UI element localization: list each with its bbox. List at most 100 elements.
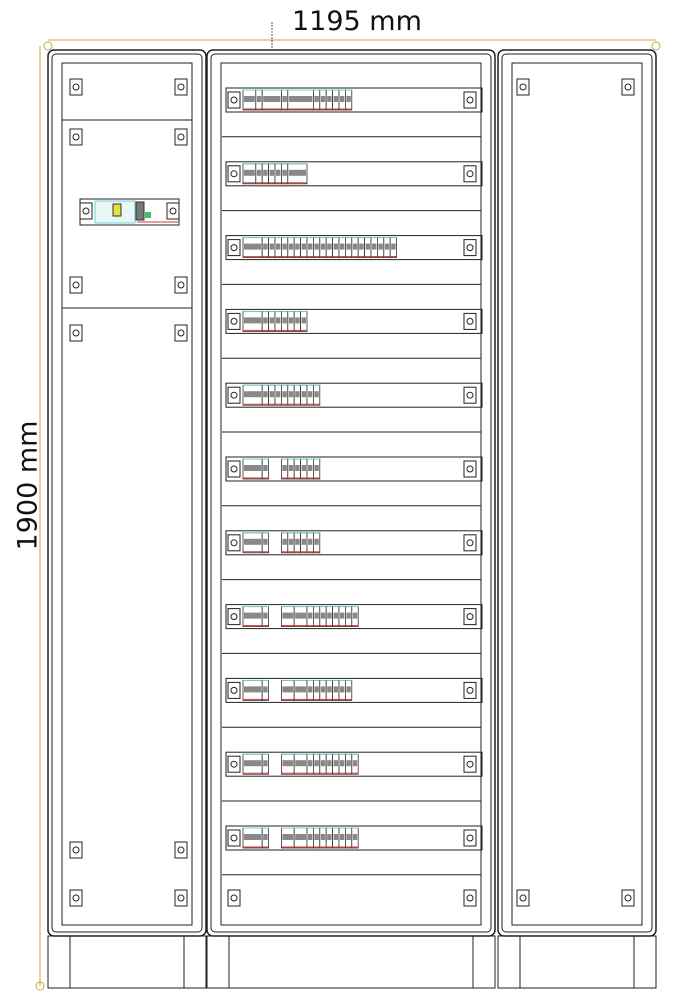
breaker-toggle	[372, 243, 377, 250]
breaker-toggle	[276, 169, 281, 176]
screw-icon	[169, 207, 177, 215]
breaker-toggle	[295, 465, 300, 471]
bracket	[69, 324, 83, 342]
breaker-toggle	[308, 834, 313, 840]
breaker-toggle	[308, 538, 313, 545]
bracket	[463, 165, 477, 183]
bracket	[79, 202, 93, 220]
breaker-toggle	[346, 760, 351, 767]
right-cabinet	[497, 49, 657, 989]
breaker-toggle	[378, 243, 383, 250]
breaker-toggle	[314, 760, 319, 767]
breaker-toggle	[340, 760, 345, 767]
breaker-toggle	[320, 834, 326, 840]
bracket	[463, 608, 477, 626]
breaker-toggle	[314, 612, 319, 619]
din-rail-row	[225, 825, 483, 851]
din-rail-row	[225, 235, 483, 261]
breaker-toggle	[320, 96, 326, 102]
breaker-toggle	[288, 317, 294, 324]
breaker-toggle	[263, 834, 268, 840]
din-rail-row	[225, 382, 483, 408]
breaker-toggle	[320, 612, 326, 619]
cabinet-frame	[497, 49, 657, 937]
breaker-toggle	[308, 243, 313, 250]
breaker-toggle	[333, 243, 338, 250]
plinth	[497, 935, 657, 989]
screw-icon	[177, 846, 185, 854]
breaker-toggle	[263, 169, 268, 176]
screw-icon	[230, 170, 238, 178]
breaker-toggle	[327, 96, 332, 102]
row-cover	[225, 382, 483, 408]
bracket	[174, 276, 188, 294]
breaker-toggle	[384, 243, 390, 250]
breaker-toggle	[282, 169, 287, 176]
breaker-toggle	[282, 317, 287, 324]
bracket	[227, 829, 241, 847]
bracket	[463, 460, 477, 478]
screw-icon	[230, 465, 238, 473]
breaker-toggle	[314, 96, 319, 102]
breaker-toggle	[301, 317, 306, 324]
bracket	[174, 889, 188, 907]
breaker-toggle	[263, 612, 268, 619]
breaker-toggle	[301, 243, 306, 250]
bracket	[69, 78, 83, 96]
breaker-toggle	[244, 169, 255, 176]
breaker-toggle	[308, 465, 313, 471]
breaker-toggle	[314, 243, 319, 250]
breaker-toggle	[295, 612, 306, 619]
breaker-toggle	[314, 686, 319, 693]
screw-icon	[466, 686, 474, 694]
breaker-toggle	[282, 96, 287, 102]
breaker-toggle	[288, 243, 294, 250]
breaker-toggle	[352, 760, 358, 767]
breaker-toggle	[346, 96, 351, 102]
breaker-toggle	[308, 391, 313, 398]
breaker-toggle	[352, 612, 358, 619]
row-cover	[225, 456, 483, 482]
breaker-toggle	[288, 169, 306, 176]
breaker-toggle	[340, 243, 345, 250]
breaker-toggle	[346, 834, 351, 840]
switch	[135, 201, 145, 221]
breaker-toggle	[244, 96, 255, 102]
breaker-toggle	[295, 538, 300, 545]
screw-icon	[72, 846, 80, 854]
screw-icon	[466, 317, 474, 325]
breaker-toggle	[340, 834, 345, 840]
breaker-toggle	[346, 612, 351, 619]
bracket	[621, 889, 635, 907]
row-cover	[225, 677, 483, 703]
breaker-toggle	[282, 686, 294, 693]
bracket	[463, 312, 477, 330]
screw-icon	[72, 281, 80, 289]
screw-icon	[624, 894, 632, 902]
din-rail-row	[225, 308, 483, 334]
breaker-toggle	[333, 96, 338, 102]
screw-icon	[519, 83, 527, 91]
breaker-toggle	[263, 391, 268, 398]
bracket	[463, 534, 477, 552]
bracket	[621, 78, 635, 96]
screw-icon	[519, 894, 527, 902]
row-cover	[225, 87, 483, 113]
bracket	[174, 324, 188, 342]
bracket	[463, 829, 477, 847]
breaker-toggle	[295, 317, 300, 324]
row-cover	[225, 235, 483, 261]
breaker-toggle	[256, 169, 262, 176]
screw-icon	[230, 391, 238, 399]
din-rail-row	[225, 751, 483, 777]
bracket	[516, 78, 530, 96]
bracket	[463, 386, 477, 404]
breaker-toggle	[282, 760, 294, 767]
bracket	[227, 386, 241, 404]
breaker-toggle	[288, 538, 294, 545]
screw-icon	[82, 207, 90, 215]
breaker-toggle	[340, 612, 345, 619]
breaker-toggle	[314, 834, 319, 840]
breaker-toggle	[269, 169, 274, 176]
